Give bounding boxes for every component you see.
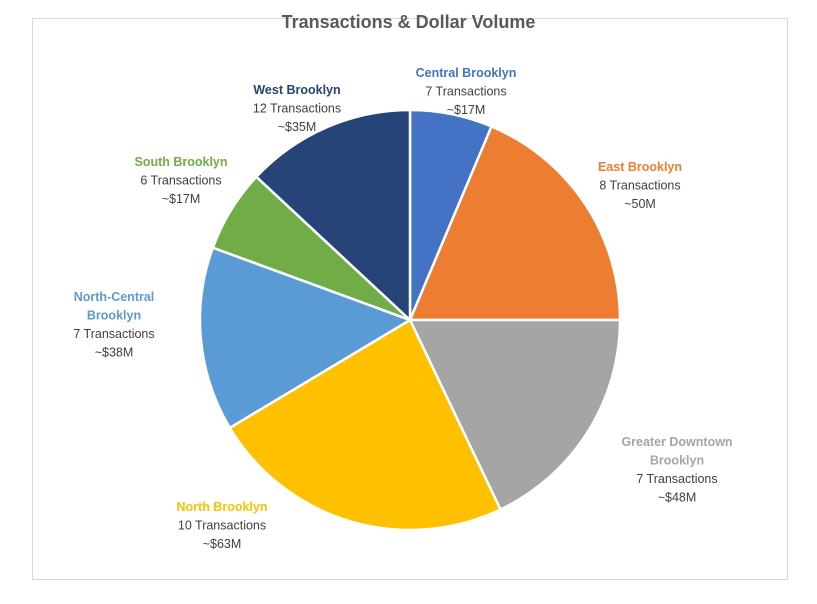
slice-label-volume: ~$35M <box>278 120 317 134</box>
slice-label-name: East Brooklyn <box>598 160 682 174</box>
pie-slices <box>198 108 622 532</box>
slice-label-name: Brooklyn <box>87 309 141 323</box>
pie-slice-north-central-brooklyn <box>198 246 412 430</box>
pie-slice-greater-downtown-brooklyn <box>408 318 622 511</box>
slice-label-south-brooklyn: South Brooklyn 6 Transactions ~$17M <box>134 155 227 206</box>
slice-label-greater-downtown-brooklyn: Greater Downtown Brooklyn 7 Transactions ~$… <box>621 435 732 505</box>
pie-slice-east-brooklyn <box>408 125 622 322</box>
slice-label-volume: ~$38M <box>95 346 134 360</box>
slice-label-volume: ~$17M <box>447 103 486 117</box>
slice-label-name: West Brooklyn <box>253 83 340 97</box>
slice-label-east-brooklyn: East Brooklyn 8 Transactions ~50M <box>598 160 682 211</box>
slice-label-name: Central Brooklyn <box>416 66 517 80</box>
slice-label-transactions: 6 Transactions <box>140 174 221 188</box>
slice-label-transactions: 7 Transactions <box>73 327 154 341</box>
slice-label-volume: ~50M <box>624 197 656 211</box>
slice-label-transactions: 12 Transactions <box>253 102 341 116</box>
slice-labels: Central Brooklyn 7 Transactions ~$17M East … <box>73 66 732 551</box>
slice-label-transactions: 7 Transactions <box>636 472 717 486</box>
slice-label-name: North Brooklyn <box>177 500 268 514</box>
slice-label-central-brooklyn: Central Brooklyn 7 Transactions ~$17M <box>416 66 517 117</box>
pie-slice-west-brooklyn <box>255 108 412 322</box>
slice-label-name: Greater Downtown <box>621 435 732 449</box>
slice-label-north-central-brooklyn: North-Central Brooklyn 7 Transactions ~$38M <box>73 290 154 360</box>
slice-label-transactions: 7 Transactions <box>425 85 506 99</box>
slice-label-volume: ~$48M <box>658 491 697 505</box>
slice-label-name: North-Central <box>74 290 155 304</box>
slice-label-north-brooklyn: North Brooklyn 10 Transactions ~$63M <box>177 500 268 551</box>
slice-label-west-brooklyn: West Brooklyn 12 Transactions ~$35M <box>253 83 341 134</box>
slice-label-volume: ~$63M <box>203 537 242 551</box>
chart-title: Transactions & Dollar Volume <box>281 12 536 32</box>
slice-label-name: Brooklyn <box>650 454 704 468</box>
slice-label-transactions: 8 Transactions <box>599 179 680 193</box>
slice-label-volume: ~$17M <box>162 192 201 206</box>
pie-slice-north-brooklyn <box>228 318 502 532</box>
slice-label-name: South Brooklyn <box>134 155 227 169</box>
slice-label-transactions: 10 Transactions <box>178 519 266 533</box>
